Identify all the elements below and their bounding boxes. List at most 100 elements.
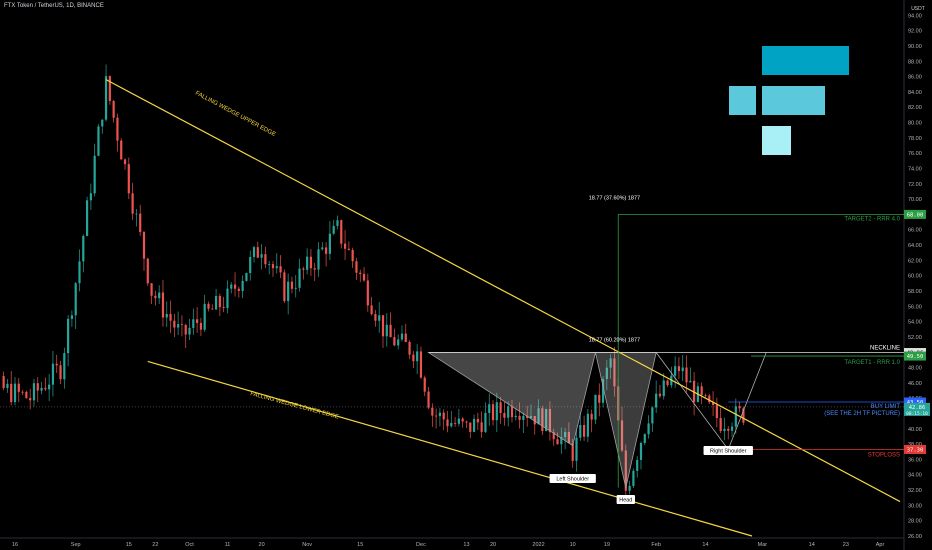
ftx-logo-bottom xyxy=(762,126,791,155)
x-tick-label: 14 xyxy=(702,542,708,548)
y-tick-label: 92.00 xyxy=(908,29,922,35)
candle-body xyxy=(48,384,51,390)
candle-body xyxy=(366,280,369,306)
candle-body xyxy=(154,295,157,299)
candle-body xyxy=(173,320,176,328)
candle-body xyxy=(598,394,601,403)
candle-body xyxy=(605,367,608,380)
x-tick-label: Nov xyxy=(302,542,312,548)
candle-body xyxy=(268,264,271,265)
candle-body xyxy=(192,319,195,328)
candle-body xyxy=(165,313,168,318)
y-tick-label: 80.00 xyxy=(908,121,922,127)
candle-body xyxy=(264,254,267,265)
candle-body xyxy=(484,412,487,432)
candle-body xyxy=(158,292,161,299)
candle-body xyxy=(556,439,559,445)
candle-body xyxy=(647,423,650,435)
neckline-label: NECKLINE xyxy=(870,346,900,352)
measure2-label: 18.77 (60.20%) 1877 xyxy=(589,338,640,344)
candle-body xyxy=(135,213,138,215)
x-tick-label: 20 xyxy=(259,542,265,548)
x-tick-label: 15 xyxy=(126,542,132,548)
x-tick-label: 13 xyxy=(463,542,469,548)
candle-body xyxy=(199,322,202,330)
candle-body xyxy=(374,314,377,321)
candle-body xyxy=(541,408,544,432)
candle-body xyxy=(742,408,745,423)
candle-body xyxy=(283,272,286,302)
y-tick-label: 26.00 xyxy=(908,534,922,540)
x-tick-label: 16 xyxy=(12,542,18,548)
candle-body xyxy=(78,261,81,284)
target1-pill-bg xyxy=(904,351,926,361)
candle-body xyxy=(545,408,548,432)
stoploss-pill: 37.30 xyxy=(907,447,924,453)
x-tick-label: Oct xyxy=(185,542,194,548)
candle-body xyxy=(560,437,563,445)
candle-body xyxy=(82,235,85,262)
candle-body xyxy=(67,318,70,354)
candle-body xyxy=(548,408,552,433)
candle-body xyxy=(628,485,631,491)
x-tick-label: Sep xyxy=(71,542,81,548)
candle-body xyxy=(260,254,263,258)
x-tick-label: 2022 xyxy=(532,542,544,548)
candle-body xyxy=(632,470,635,486)
candle-body xyxy=(355,261,358,273)
head-tag-bg xyxy=(616,495,636,504)
candle-body xyxy=(287,281,290,302)
wedge-upper-edge xyxy=(105,79,901,503)
candle-body xyxy=(108,76,111,101)
candle-body xyxy=(575,437,578,461)
candle-body xyxy=(624,450,627,491)
candle-body xyxy=(450,422,453,427)
x-tick-label: Apr xyxy=(876,542,885,548)
candle-body xyxy=(590,413,593,420)
candle-body xyxy=(643,434,646,443)
candle-body xyxy=(351,249,354,262)
candle-body xyxy=(734,406,737,427)
x-tick-label: 14 xyxy=(809,542,815,548)
ftx-logo-top xyxy=(762,46,849,75)
candle-body xyxy=(685,367,688,383)
candle-body xyxy=(412,354,415,362)
candle-body xyxy=(177,324,180,328)
candle-body xyxy=(579,424,582,438)
countdown-label: 08:15:10 xyxy=(906,411,928,417)
candle-body xyxy=(499,402,502,414)
candle-body xyxy=(309,256,313,269)
candle-body xyxy=(101,119,104,127)
left-shoulder-tag: Left Shoulder xyxy=(556,476,589,482)
candle-body xyxy=(203,303,206,330)
y-tick-label: 48.00 xyxy=(908,366,922,372)
x-tick-label: 11 xyxy=(225,542,231,548)
candle-body xyxy=(211,308,214,310)
upper-edge-label: FALLING WEDGE UPPER EDGE xyxy=(194,90,276,138)
candle-body xyxy=(340,220,343,244)
candle-body xyxy=(2,376,5,389)
current-price-pill-bg xyxy=(904,402,930,416)
right-shoulder-tag-bg xyxy=(703,446,753,455)
x-tick-label: Dec xyxy=(416,542,426,548)
candle-body xyxy=(313,268,316,270)
candle-body xyxy=(85,200,89,236)
candle-body xyxy=(727,428,730,431)
candle-body xyxy=(347,248,350,250)
candle-body xyxy=(658,393,662,397)
x-tick-label: 15 xyxy=(357,542,363,548)
candle-body xyxy=(21,391,24,393)
stoploss-pill-bg xyxy=(904,444,926,454)
ftx-logo-mid xyxy=(762,86,825,115)
candle-body xyxy=(59,365,62,380)
candle-body xyxy=(123,159,127,165)
candle-body xyxy=(495,402,498,421)
x-tick-label: 23 xyxy=(843,542,849,548)
candle-body xyxy=(719,418,722,432)
candle-body xyxy=(294,287,297,289)
candle-body xyxy=(552,432,555,440)
candle-body xyxy=(681,367,684,372)
candle-body xyxy=(180,324,184,325)
candle-body xyxy=(362,273,366,281)
